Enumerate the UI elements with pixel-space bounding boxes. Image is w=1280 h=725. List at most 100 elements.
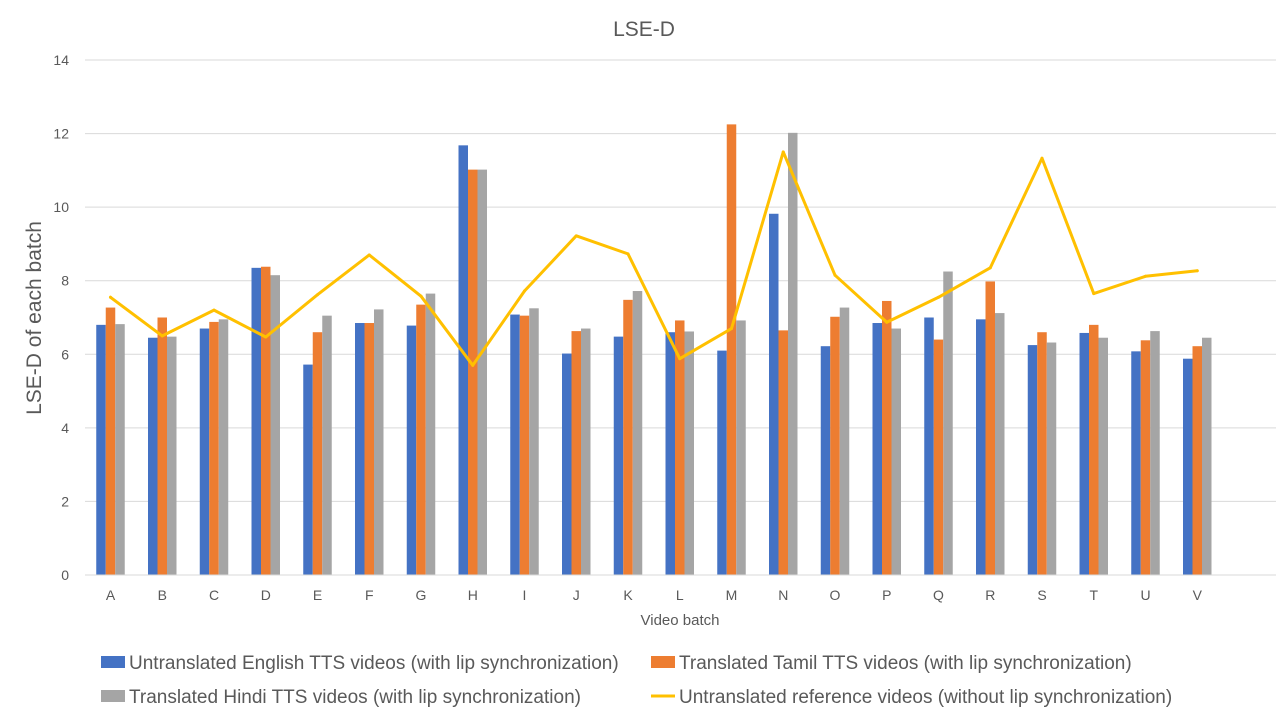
bar-C-series-1 xyxy=(199,328,210,575)
line-point-J xyxy=(574,234,578,238)
x-tick-label: E xyxy=(313,587,322,603)
bar-I-series-3 xyxy=(529,308,539,575)
bar-J-series-2 xyxy=(571,331,581,575)
bar-T-series-3 xyxy=(1098,337,1108,575)
bar-A-series-1 xyxy=(96,324,106,575)
bar-H-series-2 xyxy=(468,169,478,575)
x-tick-label: H xyxy=(468,587,478,603)
line-point-V xyxy=(1195,269,1199,273)
bar-K-series-1 xyxy=(613,336,624,575)
line-point-C xyxy=(212,308,216,312)
y-tick-label: 0 xyxy=(61,567,69,583)
bar-G-series-1 xyxy=(406,325,417,575)
line-point-T xyxy=(1092,292,1096,296)
bar-I-series-2 xyxy=(519,315,530,575)
legend-swatch xyxy=(651,656,675,668)
bar-S-series-3 xyxy=(1046,342,1057,575)
bar-N-series-1 xyxy=(769,213,779,575)
bar-U-series-3 xyxy=(1150,331,1160,575)
y-tick-label: 6 xyxy=(61,346,69,362)
x-tick-label: S xyxy=(1037,587,1046,603)
y-axis-tick-labels: 0 2 4 6 8 10 12 14 xyxy=(53,52,69,583)
bar-E-series-2 xyxy=(312,332,323,575)
line-point-E xyxy=(316,293,319,297)
bar-F-series-3 xyxy=(374,309,384,575)
line-point-D xyxy=(264,335,268,339)
bar-S-series-2 xyxy=(1037,332,1047,575)
x-tick-label: K xyxy=(623,587,633,603)
bar-L-series-2 xyxy=(675,320,685,575)
bar-A-series-2 xyxy=(105,307,116,575)
x-tick-label: P xyxy=(882,587,891,603)
legend-item-3: Translated Hindi TTS videos (with lip sy… xyxy=(101,687,581,708)
x-tick-label: D xyxy=(261,587,271,603)
x-tick-label: N xyxy=(778,587,788,603)
x-axis-tick-labels: A B C D E F G H I J K L M N O P Q R S T U V xyxy=(106,587,1203,603)
bar-B-series-1 xyxy=(148,337,158,575)
bar-A-series-3 xyxy=(115,324,125,575)
chart-title: LSE-D xyxy=(613,18,675,41)
bar-I-series-1 xyxy=(510,314,520,575)
legend: Untranslated English TTS videos (with li… xyxy=(101,653,1172,708)
legend-item-4: Untranslated reference videos (without l… xyxy=(651,687,1172,708)
bar-F-series-1 xyxy=(355,323,365,575)
line-point-F xyxy=(367,253,371,257)
x-tick-label: M xyxy=(726,587,738,603)
bar-G-series-3 xyxy=(425,293,436,575)
bar-S-series-1 xyxy=(1027,345,1038,575)
legend-swatch xyxy=(101,690,125,702)
bar-U-series-2 xyxy=(1140,340,1151,575)
bar-D-series-2 xyxy=(261,266,271,575)
x-tick-label: B xyxy=(158,587,167,603)
line-point-R xyxy=(988,266,992,270)
y-tick-label: 10 xyxy=(53,199,69,215)
bar-U-series-1 xyxy=(1131,351,1141,575)
bar-R-series-1 xyxy=(976,319,986,575)
x-tick-label: I xyxy=(523,587,527,603)
bar-T-series-1 xyxy=(1079,332,1089,575)
x-tick-label: G xyxy=(416,587,427,603)
bar-V-series-1 xyxy=(1183,358,1193,575)
bar-C-series-3 xyxy=(218,319,229,575)
legend-label: Untranslated English TTS videos (with li… xyxy=(129,653,619,674)
bar-M-series-2 xyxy=(726,124,737,575)
bar-Q-series-1 xyxy=(924,317,934,575)
y-axis-label: LSE-D of each batch xyxy=(23,221,46,415)
line-point-S xyxy=(1040,156,1044,160)
x-tick-label: L xyxy=(676,587,684,603)
bar-Q-series-3 xyxy=(943,271,953,575)
bar-O-series-3 xyxy=(839,307,850,575)
bar-G-series-2 xyxy=(416,304,426,575)
x-tick-label: C xyxy=(209,587,219,603)
bar-O-series-1 xyxy=(820,346,831,575)
bar-P-series-3 xyxy=(891,328,901,575)
x-tick-label: Q xyxy=(933,587,944,603)
legend-label: Untranslated reference videos (without l… xyxy=(679,687,1172,708)
bar-D-series-3 xyxy=(270,275,280,575)
bar-K-series-3 xyxy=(632,291,643,575)
x-tick-label: V xyxy=(1193,587,1203,603)
bar-B-series-3 xyxy=(167,336,177,575)
bar-H-series-1 xyxy=(458,145,468,576)
y-tick-label: 8 xyxy=(61,273,69,289)
bar-D-series-1 xyxy=(251,267,261,575)
y-tick-label: 4 xyxy=(61,420,69,436)
bar-O-series-2 xyxy=(830,316,840,575)
line-point-I xyxy=(523,289,526,293)
bar-V-series-3 xyxy=(1202,337,1212,575)
x-tick-label: T xyxy=(1089,587,1098,603)
x-tick-label: A xyxy=(106,587,116,603)
y-tick-label: 2 xyxy=(61,493,69,509)
bar-E-series-3 xyxy=(322,315,332,575)
legend-label: Translated Tamil TTS videos (with lip sy… xyxy=(679,653,1132,674)
bar-P-series-1 xyxy=(872,323,882,575)
bars xyxy=(96,124,1212,576)
bar-P-series-2 xyxy=(882,300,892,575)
bar-L-series-1 xyxy=(665,332,675,575)
bar-K-series-2 xyxy=(623,299,633,575)
bar-J-series-3 xyxy=(581,328,591,575)
x-axis-label: Video batch xyxy=(641,612,720,629)
line-point-L xyxy=(678,357,682,361)
